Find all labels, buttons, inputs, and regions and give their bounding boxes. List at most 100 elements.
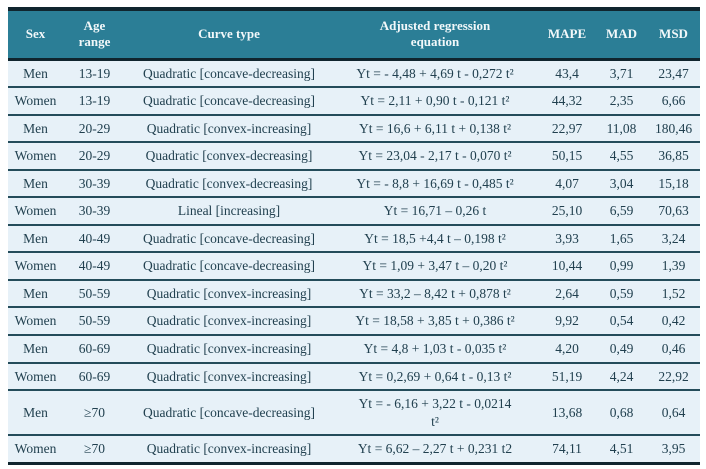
table-row: Women 30-39 Lineal [increasing] Yt = 16,…: [8, 197, 700, 226]
header-row: Sex Age range Curve type Adjusted regres…: [8, 7, 700, 61]
cell-mape: 4,20: [538, 334, 596, 364]
table-row: Men 20-29 Quadratic [convex-increasing] …: [8, 114, 700, 144]
cell-msd: 70,63: [647, 197, 700, 226]
column-header-equation: Adjusted regression equation: [332, 7, 538, 61]
cell-age-range: 60-69: [63, 362, 126, 392]
cell-msd: 1,52: [647, 279, 700, 309]
cell-age-range: 50-59: [63, 307, 126, 336]
cell-age-range: 13-19: [63, 87, 126, 116]
cell-sex: Women: [8, 252, 63, 281]
table-row: Men 50-59 Quadratic [convex-increasing] …: [8, 279, 700, 309]
cell-mad: 3,04: [596, 169, 647, 199]
cell-curve-type: Lineal [increasing]: [126, 197, 332, 226]
table-row: Men 40-49 Quadratic [concave-decreasing]…: [8, 224, 700, 254]
table-row: Women ≥70 Quadratic [convex-increasing] …: [8, 435, 700, 465]
cell-mape: 9,92: [538, 307, 596, 336]
table-row: Women 20-29 Quadratic [convex-decreasing…: [8, 142, 700, 171]
cell-mad: 6,59: [596, 197, 647, 226]
cell-curve-type: Quadratic [concave-decreasing]: [126, 252, 332, 281]
cell-equation: Yt = 18,5 +4,4 t – 0,198 t²: [332, 224, 538, 254]
cell-mape: 3,93: [538, 224, 596, 254]
cell-sex: Women: [8, 142, 63, 171]
column-header-sex: Sex: [8, 7, 63, 61]
cell-mad: 0,68: [596, 390, 647, 437]
cell-mape: 74,11: [538, 435, 596, 465]
table-row: Men 60-69 Quadratic [convex-increasing] …: [8, 334, 700, 364]
cell-equation: Yt = 1,09 + 3,47 t – 0,20 t²: [332, 252, 538, 281]
cell-mape: 22,97: [538, 114, 596, 144]
cell-curve-type: Quadratic [convex-decreasing]: [126, 169, 332, 199]
cell-mad: 4,55: [596, 142, 647, 171]
cell-age-range: ≥70: [63, 390, 126, 437]
column-header-curve-type: Curve type: [126, 7, 332, 61]
cell-sex: Men: [8, 224, 63, 254]
cell-age-range: 20-29: [63, 114, 126, 144]
regression-table: Sex Age range Curve type Adjusted regres…: [8, 7, 700, 465]
cell-sex: Men: [8, 334, 63, 364]
cell-mape: 13,68: [538, 390, 596, 437]
cell-sex: Women: [8, 307, 63, 336]
cell-mape: 44,32: [538, 87, 596, 116]
cell-mad: 0,54: [596, 307, 647, 336]
cell-sex: Women: [8, 87, 63, 116]
cell-msd: 1,39: [647, 252, 700, 281]
cell-mad: 2,35: [596, 87, 647, 116]
cell-msd: 3,95: [647, 435, 700, 465]
cell-msd: 0,46: [647, 334, 700, 364]
cell-curve-type: Quadratic [concave-decreasing]: [126, 224, 332, 254]
table-row: Men 30-39 Quadratic [convex-decreasing] …: [8, 169, 700, 199]
cell-mape: 4,07: [538, 169, 596, 199]
cell-equation: Yt = 18,58 + 3,85 t + 0,386 t²: [332, 307, 538, 336]
cell-mad: 11,08: [596, 114, 647, 144]
cell-equation: Yt = - 4,48 + 4,69 t - 0,272 t²: [332, 59, 538, 89]
cell-equation: Yt = - 6,16 + 3,22 t - 0,0214 t²: [332, 390, 538, 437]
cell-sex: Men: [8, 169, 63, 199]
cell-age-range: 20-29: [63, 142, 126, 171]
cell-sex: Women: [8, 362, 63, 392]
cell-equation: Yt = 33,2 – 8,42 t + 0,878 t²: [332, 279, 538, 309]
cell-mad: 0,59: [596, 279, 647, 309]
cell-age-range: 40-49: [63, 252, 126, 281]
cell-curve-type: Quadratic [convex-increasing]: [126, 307, 332, 336]
cell-msd: 3,24: [647, 224, 700, 254]
cell-equation: Yt = - 8,8 + 16,69 t - 0,485 t²: [332, 169, 538, 199]
cell-age-range: 30-39: [63, 169, 126, 199]
cell-curve-type: Quadratic [concave-decreasing]: [126, 87, 332, 116]
column-header-msd: MSD: [647, 7, 700, 61]
column-header-age-range: Age range: [63, 7, 126, 61]
cell-curve-type: Quadratic [convex-increasing]: [126, 362, 332, 392]
cell-sex: Women: [8, 197, 63, 226]
cell-mad: 1,65: [596, 224, 647, 254]
table-header: Sex Age range Curve type Adjusted regres…: [8, 7, 700, 61]
cell-equation: Yt = 4,8 + 1,03 t - 0,035 t²: [332, 334, 538, 364]
cell-msd: 23,47: [647, 59, 700, 89]
cell-curve-type: Quadratic [convex-increasing]: [126, 114, 332, 144]
cell-curve-type: Quadratic [convex-decreasing]: [126, 142, 332, 171]
table-row: Women 50-59 Quadratic [convex-increasing…: [8, 307, 700, 336]
cell-sex: Men: [8, 114, 63, 144]
cell-mad: 0,99: [596, 252, 647, 281]
cell-equation: Yt = 16,6 + 6,11 t + 0,138 t²: [332, 114, 538, 144]
regression-table-wrap: Sex Age range Curve type Adjusted regres…: [8, 7, 700, 465]
table-row: Men 13-19 Quadratic [concave-decreasing]…: [8, 59, 700, 89]
table-row: Men ≥70 Quadratic [concave-decreasing] Y…: [8, 390, 700, 437]
cell-curve-type: Quadratic [convex-increasing]: [126, 435, 332, 465]
cell-mad: 3,71: [596, 59, 647, 89]
cell-mape: 25,10: [538, 197, 596, 226]
cell-age-range: 60-69: [63, 334, 126, 364]
table-row: Women 13-19 Quadratic [concave-decreasin…: [8, 87, 700, 116]
cell-msd: 0,42: [647, 307, 700, 336]
table-body: Men 13-19 Quadratic [concave-decreasing]…: [8, 59, 700, 465]
cell-msd: 22,92: [647, 362, 700, 392]
cell-msd: 6,66: [647, 87, 700, 116]
cell-age-range: ≥70: [63, 435, 126, 465]
cell-mad: 4,51: [596, 435, 647, 465]
cell-msd: 36,85: [647, 142, 700, 171]
cell-mape: 50,15: [538, 142, 596, 171]
cell-msd: 0,64: [647, 390, 700, 437]
cell-mape: 51,19: [538, 362, 596, 392]
cell-mad: 4,24: [596, 362, 647, 392]
column-header-mad: MAD: [596, 7, 647, 61]
cell-curve-type: Quadratic [convex-increasing]: [126, 334, 332, 364]
cell-mape: 2,64: [538, 279, 596, 309]
